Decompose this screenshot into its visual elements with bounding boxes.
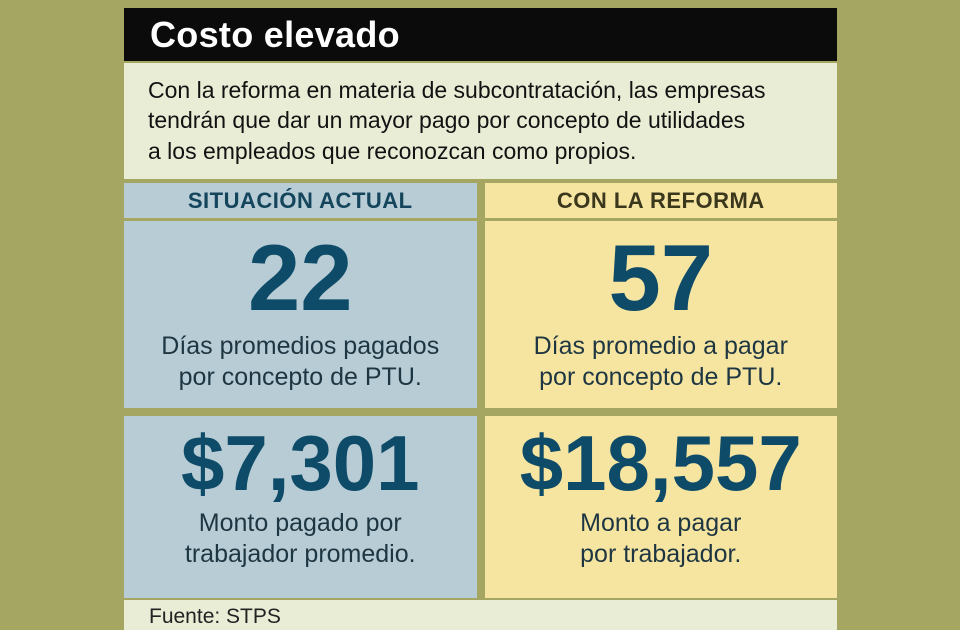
source-label: Fuente: STPS xyxy=(149,604,281,628)
content-area: Costo elevado Con la reforma en materia … xyxy=(124,8,837,634)
intro-line: Con la reforma en materia de subcontrata… xyxy=(148,77,766,103)
source-bar: Fuente: STPS xyxy=(124,600,837,634)
comparison-columns: SITUACIÓN ACTUAL 22 Días promedios pagad… xyxy=(124,183,837,599)
stat-description: Monto pagado por trabajador promedio. xyxy=(185,508,416,570)
stat-monto-reforma: $18,557 Monto a pagar por trabajador. xyxy=(484,416,837,599)
stat-description-line: Días promedio a pagar xyxy=(533,332,788,361)
stat-dias-reforma: 57 Días promedio a pagar por concepto de… xyxy=(484,221,837,409)
stat-description: Días promedios pagados por concepto de P… xyxy=(161,331,439,393)
bottom-white-strip xyxy=(0,630,960,640)
column-con-la-reforma: CON LA REFORMA 57 Días promedio a pagar … xyxy=(484,183,837,599)
stat-description-line: trabajador promedio. xyxy=(184,540,416,569)
stat-value: 22 xyxy=(247,225,353,331)
stat-value: $7,301 xyxy=(180,419,420,508)
stat-description-line: Monto a pagar xyxy=(580,509,742,538)
column-header-situacion-actual: SITUACIÓN ACTUAL xyxy=(124,183,477,219)
stat-description-line: por trabajador. xyxy=(580,540,742,569)
stat-description-line: Monto pagado por xyxy=(198,509,402,538)
title-bar: Costo elevado xyxy=(124,8,837,61)
page-title: Costo elevado xyxy=(150,13,400,55)
column-header-con-la-reforma: CON LA REFORMA xyxy=(484,183,837,219)
stat-value: $18,557 xyxy=(519,419,802,508)
stat-description: Días promedio a pagar por concepto de PT… xyxy=(534,331,788,393)
intro-panel: Con la reforma en materia de subcontrata… xyxy=(124,63,837,180)
stat-description-line: por concepto de PTU. xyxy=(178,363,422,392)
stat-monto-actual: $7,301 Monto pagado por trabajador prome… xyxy=(124,416,477,599)
stat-description-line: Días promedios pagados xyxy=(161,332,440,361)
stat-description-line: por concepto de PTU. xyxy=(539,363,783,392)
stat-value: 57 xyxy=(608,225,714,331)
intro-line: a los empleados que reconozcan como prop… xyxy=(148,137,637,164)
intro-line: tendrán que dar un mayor pago por concep… xyxy=(148,107,746,134)
stat-dias-actual: 22 Días promedios pagados por concepto d… xyxy=(124,221,477,409)
stat-description: Monto a pagar por trabajador. xyxy=(580,508,741,570)
column-situacion-actual: SITUACIÓN ACTUAL 22 Días promedios pagad… xyxy=(124,183,477,599)
